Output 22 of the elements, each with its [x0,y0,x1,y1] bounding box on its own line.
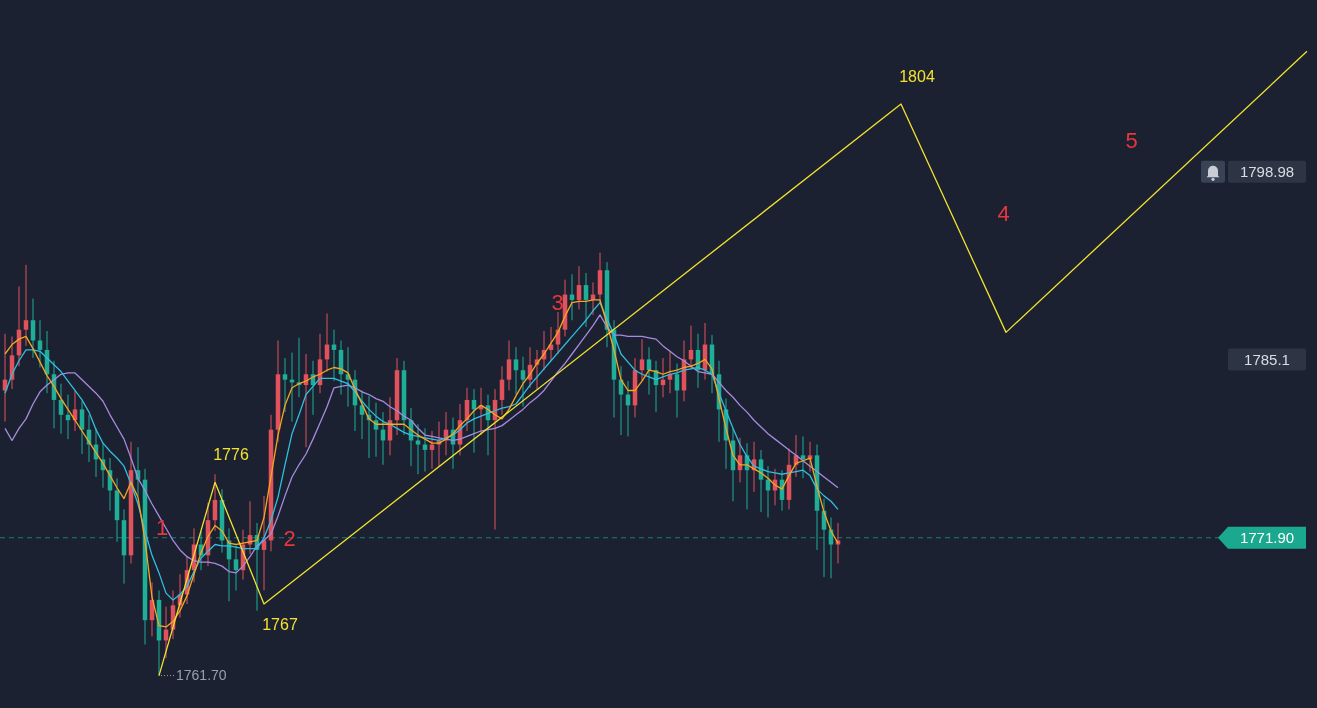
annotation: 3 [551,289,564,315]
ref-line-label: 1771.90 [1239,529,1295,547]
annotation: 4 [997,200,1010,226]
candlestick [37,319,43,369]
y-tick-label: 1785.1 [1244,350,1290,368]
candlestick [639,338,645,382]
candlestick [282,357,288,413]
data-label: 1767 [262,615,298,633]
text: 1761.70 [176,667,227,684]
annotation: 5 [1125,127,1138,153]
candlestick [233,545,239,591]
candlestick [23,264,29,347]
candlestick [415,423,421,475]
candlestick [646,346,652,396]
candlestick [520,356,526,408]
annotation: 2 [283,525,296,551]
y-tick-label: 1798.98 [1239,163,1295,181]
data-label: 1804 [899,67,935,85]
annotation: 1 [155,514,169,540]
candlestick [513,346,519,396]
data-label: 1776 [213,445,249,463]
candlestick [506,339,512,391]
